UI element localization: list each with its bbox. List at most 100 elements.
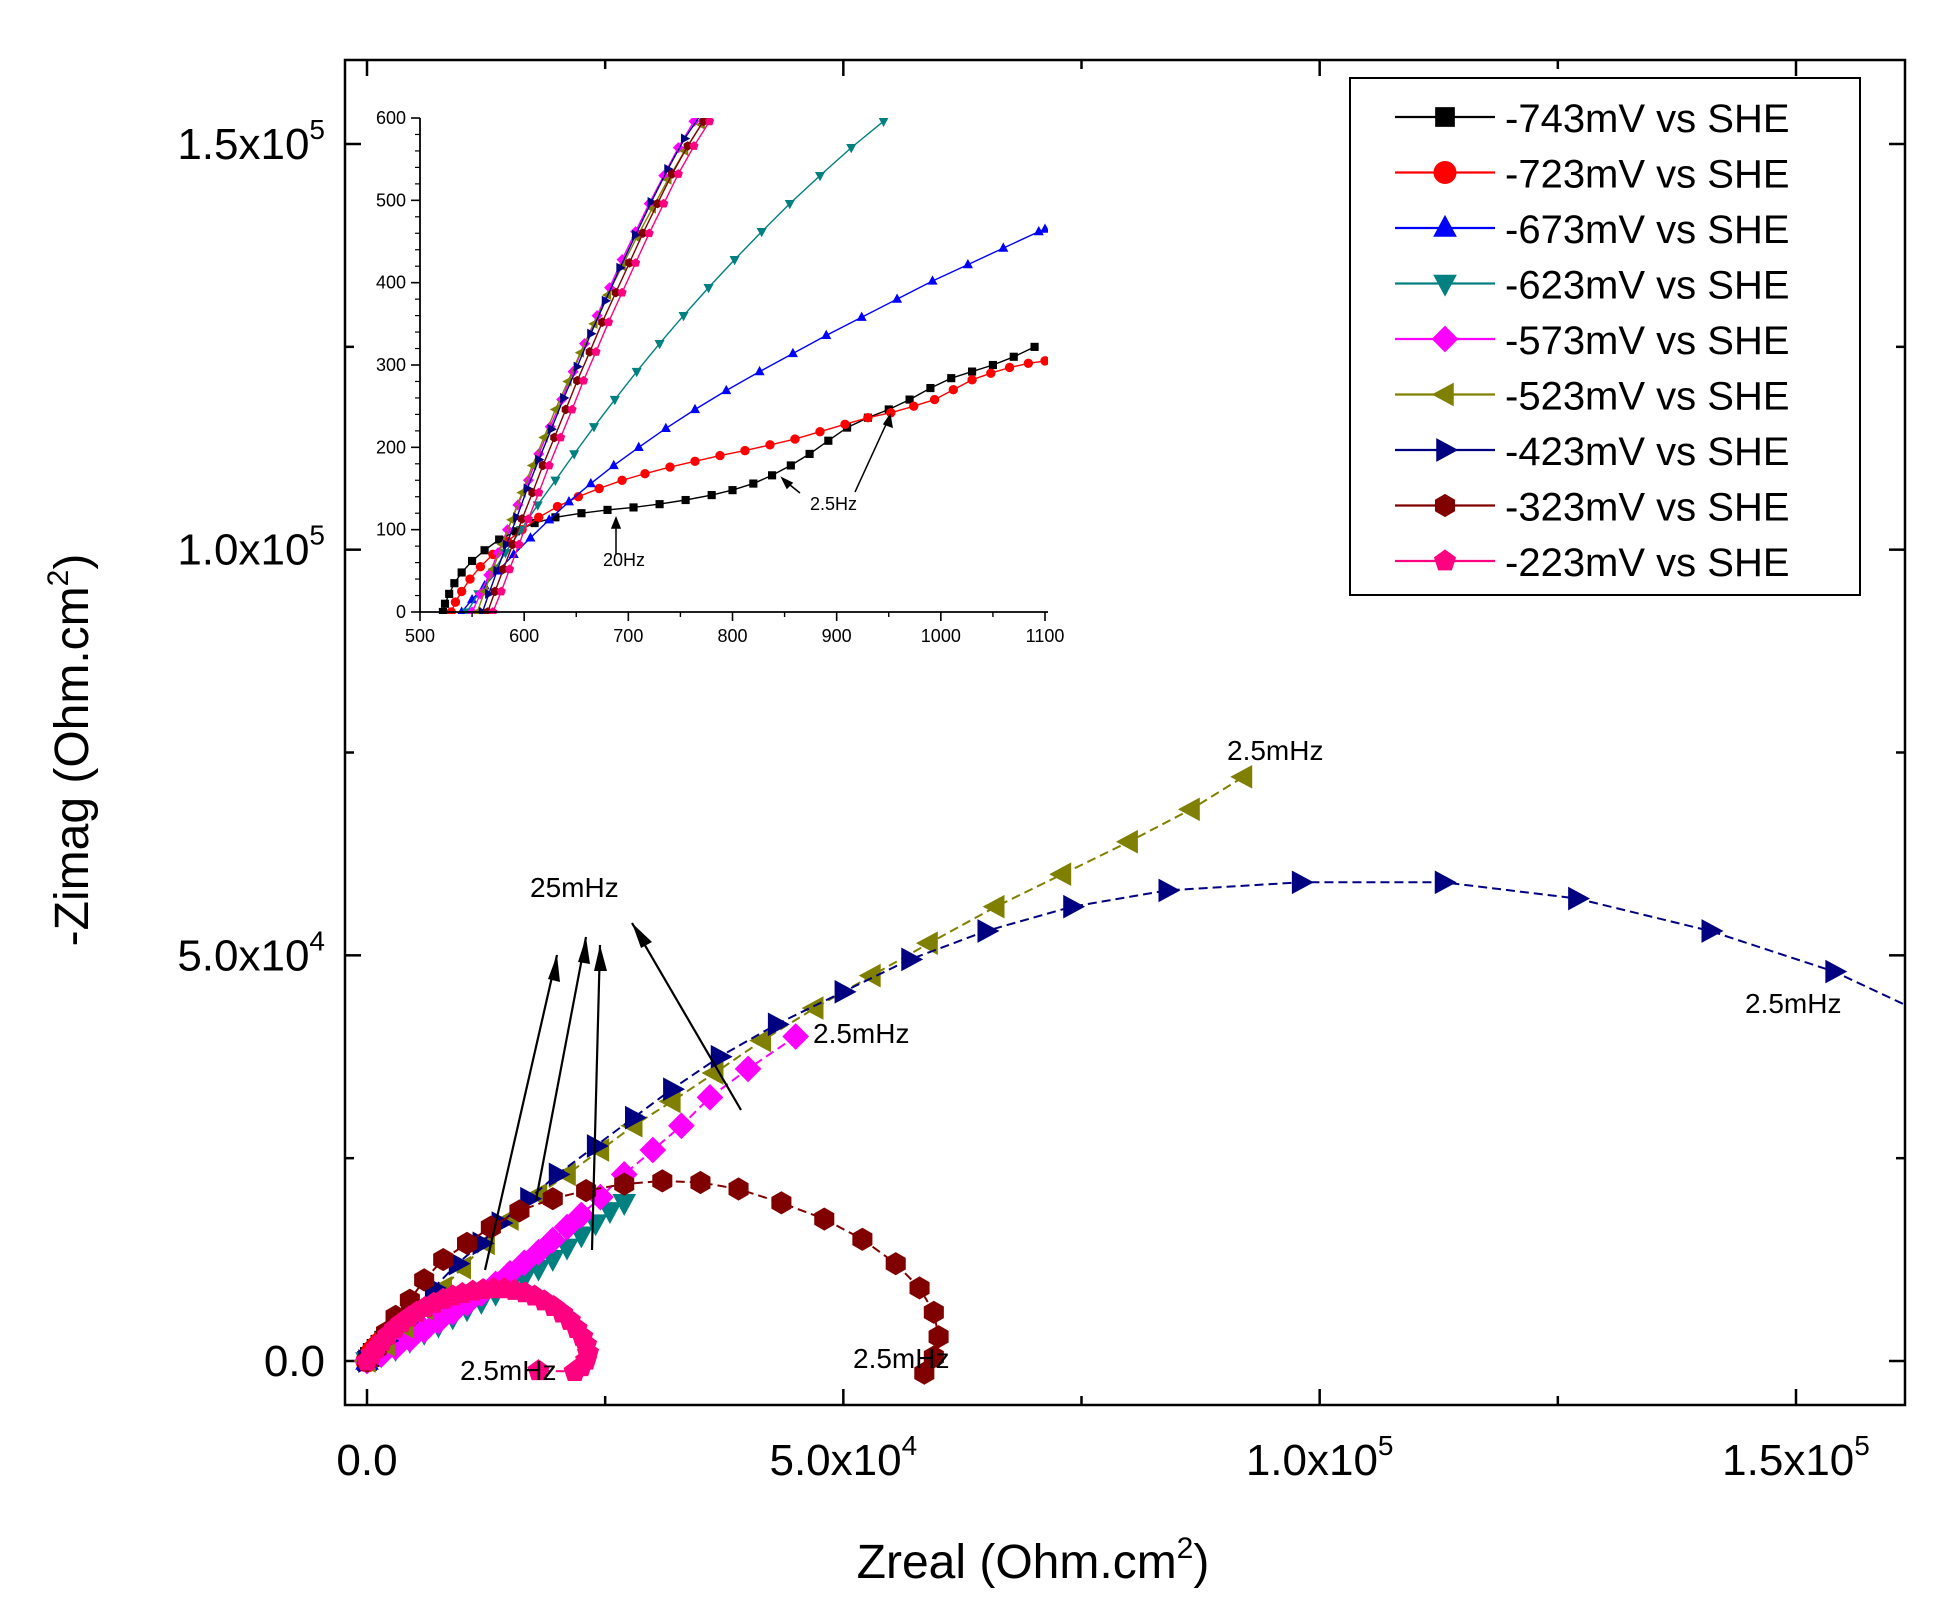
inset-point-743mv-vs-she-6 [480,546,489,555]
point-323mv-vs-she-11 [576,1179,597,1203]
legend-label-423mv-vs-she: -423mV vs SHE [1505,430,1790,474]
inset-line-623mv-vs-she [466,120,884,613]
arrow-1 [483,954,559,1271]
legend-label-523mv-vs-she: -523mV vs SHE [1505,375,1790,419]
legend-item-723mv-vs-she: -723mV vs SHE [1395,153,1790,197]
legend-label-323mv-vs-she: -323mV vs SHE [1505,486,1790,530]
inset-point-723mv-vs-she-27 [967,375,977,385]
inset-point-223mv-vs-she-15 [659,198,669,208]
x-axis-label-close: ) [1193,1536,1209,1589]
arrowhead-3 [594,945,607,971]
legend-item-743mv-vs-she: -743mV vs SHE [1395,97,1790,141]
inset-point-523mv-vs-she-6 [526,460,537,471]
legend-item-323mv-vs-she: -323mV vs SHE [1395,486,1790,530]
point-423mv-vs-she-21 [1568,886,1591,911]
inset-point-623mv-vs-she-14 [729,255,740,266]
inset-point-223mv-vs-she-1 [496,586,506,596]
inset-point-623mv-vs-she-5 [532,501,543,511]
inset-point-743mv-vs-she-16 [707,491,716,500]
point-423mv-vs-she-12 [710,1044,733,1069]
point-223mv-vs-she-32 [527,1359,550,1381]
point-323mv-vs-she-13 [652,1169,673,1193]
inset-point-723mv-vs-she-19 [790,434,800,444]
point-423mv-vs-she-9 [586,1134,609,1158]
point-423mv-vs-she-15 [901,947,924,972]
inset-point-743mv-vs-she-29 [968,367,977,376]
inset-point-623mv-vs-she-10 [631,367,642,378]
inset-point-223mv-vs-she-19 [720,97,728,105]
inset-point-423mv-vs-she-3 [502,539,513,550]
legend-marker-743mv-vs-she [1435,107,1455,127]
point-323mv-vs-she-10 [542,1187,563,1211]
inset-series-223mv-vs-she [488,97,728,614]
inset-point-743mv-vs-she-1 [440,599,450,608]
inset-point-223mv-vs-she-16 [673,169,683,178]
inset-point-723mv-vs-she-22 [863,412,873,423]
inset-point-423mv-vs-she-10 [587,328,597,339]
inset-point-423mv-vs-she-15 [664,164,674,175]
inset-point-623mv-vs-she-12 [678,311,689,322]
inset-annotation-20hz: 20Hz [603,550,645,570]
legend-marker-723mv-vs-she [1433,161,1457,184]
y-tick-label-3: 1.5x105 [177,114,325,169]
inset-x-tick-label-4: 900 [822,626,852,646]
inset-series [438,97,1048,614]
x-axis-label-sup: 2 [1177,1532,1194,1565]
point-423mv-vs-she-11 [663,1077,686,1102]
inset-point-743mv-vs-she-27 [926,383,935,393]
point-523mv-vs-she-21 [1177,797,1200,822]
inset-series-423mv-vs-she [478,118,700,614]
inset-x-tick-label-0: 500 [405,626,435,646]
inset-point-673mv-vs-she-15 [787,347,798,358]
inset-point-743mv-vs-she-20 [786,461,795,470]
legend-item-423mv-vs-she: -423mV vs SHE [1395,430,1790,474]
inset-point-723mv-vs-she-20 [815,426,825,437]
inset-arrowhead-2-5hz-b [882,413,893,429]
point-573mv-vs-she-15 [567,1201,595,1229]
y-tick-exponent-3: 5 [309,114,325,145]
arrowhead-4 [632,923,652,948]
point-623mv-vs-she-16 [583,1214,608,1237]
inset-point-743mv-vs-she-2 [445,589,454,598]
inset-point-723mv-vs-she-2 [456,586,467,597]
point-523mv-vs-she-22 [1230,765,1253,789]
inset-point-673mv-vs-she-11 [660,422,671,433]
point-323mv-vs-she-21 [923,1300,944,1324]
point-423mv-vs-she-8 [548,1162,571,1187]
legend-items: -743mV vs SHE -723mV vs SHE -673mV vs SHE -… [1395,97,1790,585]
inset-point-223mv-vs-she-11 [603,317,614,327]
arrow-2 [534,936,588,1201]
inset-point-223mv-vs-she-2 [505,564,515,574]
legend-marker-673mv-vs-she [1433,214,1457,237]
inset-point-673mv-vs-she-20 [962,258,973,269]
inset-point-723mv-vs-she-29 [1004,362,1015,373]
annotation-arrowheads [548,923,652,982]
y-tick-exponent-1: 4 [309,925,325,956]
inset-annotation-2-5hz: 2.5Hz [810,494,857,514]
point-523mv-vs-she-18 [982,894,1005,919]
inset-point-623mv-vs-she-17 [814,171,826,182]
inset-point-743mv-vs-she-31 [1009,352,1018,361]
point-523mv-vs-she-19 [1049,862,1072,887]
inset-point-223mv-vs-she-13 [631,258,641,267]
y-tick-mantissa-0: 0.0 [264,1337,325,1386]
inset-point-423mv-vs-she-17 [697,118,700,119]
x-tick-label-0: 0.0 [336,1436,397,1485]
inset-point-723mv-vs-she-25 [929,394,940,405]
inset-point-743mv-vs-she-17 [728,486,737,495]
y-tick-mantissa-2: 1.0x10 [177,526,309,575]
inset-point-673mv-vs-she-5 [525,532,536,542]
inset-point-723mv-vs-she-17 [740,445,750,456]
inset-point-723mv-vs-she-16 [715,450,725,461]
legend-label-623mv-vs-she: -623mV vs SHE [1505,264,1790,308]
legend-label-673mv-vs-she: -673mV vs SHE [1505,208,1790,252]
inset-x-tick-label-2: 700 [613,626,643,646]
inset-point-723mv-vs-she-3 [465,574,475,584]
y-tick-mantissa-1: 5.0x10 [177,931,309,980]
inset-point-743mv-vs-she-30 [988,360,997,370]
legend-item-673mv-vs-she: -673mV vs SHE [1395,208,1790,252]
x-tick-mantissa-3: 1.5x10 [1722,1436,1854,1485]
inset-point-423mv-vs-she-12 [616,262,626,273]
inset-point-323mv-vs-she-19 [714,99,721,107]
inset-arrow-2-5hz-b [854,419,889,493]
